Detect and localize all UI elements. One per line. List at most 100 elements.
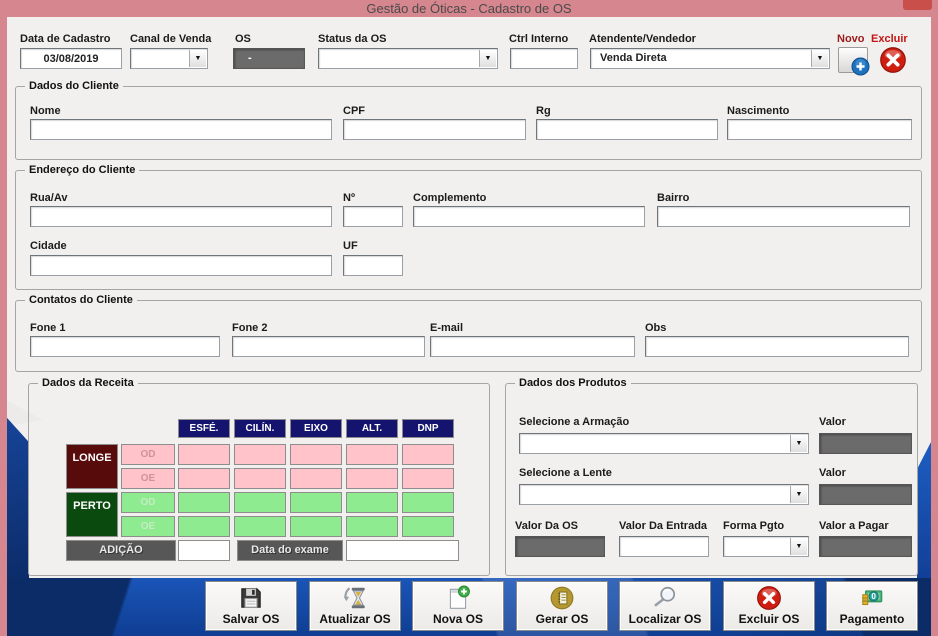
rua-label: Rua/Av — [30, 192, 68, 204]
novo-button[interactable] — [838, 47, 870, 76]
receita-cell-perto-od-alt[interactable] — [346, 492, 398, 513]
chevron-down-icon[interactable]: ▼ — [479, 50, 496, 67]
pagamento-button[interactable]: 0 Pagamento — [826, 581, 918, 631]
money-icon: 0 — [862, 590, 883, 606]
group-dados-produtos: Dados dos Produtos Selecione a Armação ▼… — [505, 377, 918, 576]
excluir-button[interactable] — [879, 46, 907, 74]
nome-label: Nome — [30, 105, 61, 117]
complemento-input[interactable] — [413, 206, 645, 227]
receita-cell-longe-od-alt[interactable] — [346, 444, 398, 465]
email-input[interactable] — [430, 336, 635, 357]
status-os-label: Status da OS — [318, 33, 387, 45]
receita-col-header: EIXO — [290, 419, 342, 438]
red-x-icon — [757, 586, 781, 610]
chevron-down-icon[interactable]: ▼ — [790, 486, 807, 503]
receita-cell-perto-od-esfe[interactable] — [178, 492, 230, 513]
wallpaper-wedge-left — [7, 417, 29, 578]
chevron-down-icon[interactable]: ▼ — [790, 538, 807, 555]
numero-input[interactable] — [343, 206, 403, 227]
receita-cell-perto-oe-alt[interactable] — [346, 516, 398, 537]
group-legend: Endereço do Cliente — [25, 164, 140, 176]
uf-label: UF — [343, 240, 358, 252]
magnifier-icon — [654, 586, 676, 607]
armacao-select[interactable]: ▼ — [519, 433, 809, 454]
close-button[interactable] — [903, 0, 932, 10]
window-border-right — [931, 0, 938, 636]
atendente-label: Atendente/Vendedor — [589, 33, 696, 45]
excluir-os-button[interactable]: Excluir OS — [723, 581, 815, 631]
adicao-label: ADIÇÃO — [66, 540, 176, 561]
atualizar-os-button[interactable]: Atualizar OS — [309, 581, 401, 631]
rg-input[interactable] — [536, 119, 718, 140]
complemento-label: Complemento — [413, 192, 487, 204]
receita-row-od: OD — [121, 492, 175, 513]
lente-select[interactable]: ▼ — [519, 484, 809, 505]
lente-label: Selecione a Lente — [519, 467, 612, 479]
canal-venda-select[interactable]: ▼ — [130, 48, 208, 69]
chevron-down-icon[interactable]: ▼ — [790, 435, 807, 452]
nome-input[interactable] — [30, 119, 332, 140]
nascimento-input[interactable] — [727, 119, 912, 140]
receita-cell-longe-oe-dnp[interactable] — [402, 468, 454, 489]
adicao-input[interactable] — [178, 540, 230, 561]
receita-cell-perto-oe-esfe[interactable] — [178, 516, 230, 537]
obs-input[interactable] — [645, 336, 909, 357]
obs-label: Obs — [645, 322, 667, 334]
receita-cell-perto-od-dnp[interactable] — [402, 492, 454, 513]
receita-row-od: OD — [121, 444, 175, 465]
receita-cell-perto-oe-dnp[interactable] — [402, 516, 454, 537]
bairro-label: Bairro — [657, 192, 690, 204]
group-legend: Dados da Receita — [38, 377, 138, 389]
receita-cell-longe-oe-alt[interactable] — [346, 468, 398, 489]
canal-venda-label: Canal de Venda — [130, 33, 212, 45]
receita-cell-longe-od-cilin[interactable] — [234, 444, 286, 465]
cpf-input[interactable] — [343, 119, 526, 140]
data-exame-label: Data do exame — [237, 540, 343, 561]
rua-input[interactable] — [30, 206, 332, 227]
valor-os-label: Valor Da OS — [515, 520, 578, 532]
data-exame-input[interactable] — [346, 540, 459, 561]
uf-input[interactable] — [343, 255, 403, 276]
nova-os-button[interactable]: Nova OS — [412, 581, 504, 631]
os-number-display: - — [233, 48, 305, 69]
red-x-icon — [880, 47, 906, 73]
cpf-label: CPF — [343, 105, 365, 117]
receita-cell-longe-od-dnp[interactable] — [402, 444, 454, 465]
group-legend: Dados do Cliente — [25, 80, 123, 92]
atendente-select[interactable]: Venda Direta ▼ — [590, 48, 830, 69]
receita-cell-longe-oe-cilin[interactable] — [234, 468, 286, 489]
forma-pgto-label: Forma Pgto — [723, 520, 785, 532]
localizar-os-button[interactable]: Localizar OS — [619, 581, 711, 631]
email-label: E-mail — [430, 322, 464, 334]
cidade-input[interactable] — [30, 255, 332, 276]
receita-cell-perto-od-eixo[interactable] — [290, 492, 342, 513]
bairro-input[interactable] — [657, 206, 910, 227]
ctrl-interno-label: Ctrl Interno — [509, 33, 569, 45]
salvar-os-button[interactable]: Salvar OS — [205, 581, 297, 631]
chevron-down-icon[interactable]: ▼ — [189, 50, 206, 67]
data-cadastro-label: Data de Cadastro — [20, 33, 111, 45]
receita-cell-longe-od-esfe[interactable] — [178, 444, 230, 465]
receita-cell-longe-oe-esfe[interactable] — [178, 468, 230, 489]
excluir-label: Excluir — [871, 33, 908, 45]
armacao-label: Selecione a Armação — [519, 416, 630, 428]
numero-label: Nº — [343, 192, 355, 204]
status-os-select[interactable]: ▼ — [318, 48, 498, 69]
fone1-input[interactable] — [30, 336, 220, 357]
armacao-valor-label: Valor — [819, 416, 846, 428]
armacao-valor-display — [819, 433, 912, 454]
svg-text:0: 0 — [871, 592, 876, 601]
group-contatos-cliente: Contatos do Cliente — [15, 294, 922, 372]
chevron-down-icon[interactable]: ▼ — [811, 50, 828, 67]
gerar-os-button[interactable]: Gerar OS — [516, 581, 608, 631]
ctrl-interno-input[interactable] — [510, 48, 578, 69]
receita-cell-perto-od-cilin[interactable] — [234, 492, 286, 513]
receita-cell-perto-oe-cilin[interactable] — [234, 516, 286, 537]
forma-pgto-select[interactable]: ▼ — [723, 536, 809, 557]
fone2-input[interactable] — [232, 336, 425, 357]
data-cadastro-input[interactable] — [20, 48, 122, 69]
receita-cell-longe-oe-eixo[interactable] — [290, 468, 342, 489]
receita-cell-perto-oe-eixo[interactable] — [290, 516, 342, 537]
valor-entrada-input[interactable] — [619, 536, 709, 557]
receita-cell-longe-od-eixo[interactable] — [290, 444, 342, 465]
